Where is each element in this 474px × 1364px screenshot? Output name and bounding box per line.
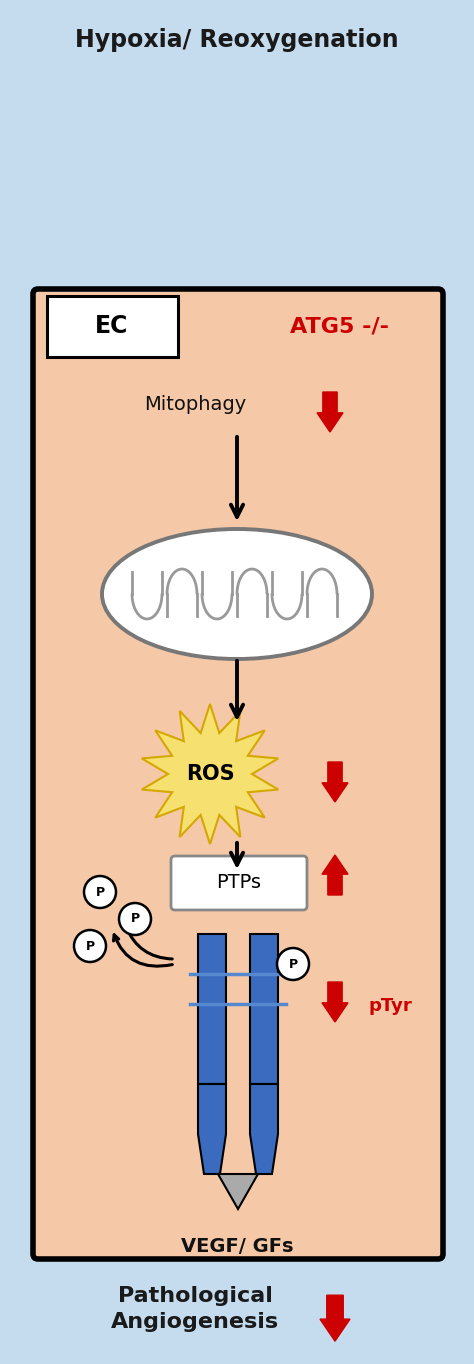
Bar <box>250 934 278 1084</box>
Polygon shape <box>198 1084 226 1174</box>
Text: ROS: ROS <box>186 764 234 784</box>
FancyBboxPatch shape <box>47 296 178 357</box>
Text: Mitophagy: Mitophagy <box>144 394 246 413</box>
Text: pTyr: pTyr <box>368 997 412 1015</box>
FancyArrow shape <box>320 1296 350 1341</box>
FancyBboxPatch shape <box>33 289 443 1259</box>
FancyArrow shape <box>322 855 348 895</box>
Circle shape <box>74 930 106 962</box>
Text: Angiogenesis: Angiogenesis <box>111 1312 279 1333</box>
FancyBboxPatch shape <box>171 857 307 910</box>
Text: P: P <box>130 913 139 926</box>
Polygon shape <box>142 704 278 844</box>
Text: EC: EC <box>95 314 128 338</box>
Circle shape <box>84 876 116 908</box>
Polygon shape <box>218 1174 258 1209</box>
Circle shape <box>277 948 309 979</box>
Text: Hypoxia/ Reoxygenation: Hypoxia/ Reoxygenation <box>75 29 399 52</box>
Text: P: P <box>95 885 105 899</box>
Text: Pathological: Pathological <box>118 1286 273 1305</box>
Text: P: P <box>289 958 298 971</box>
Text: ATG5 -/-: ATG5 -/- <box>291 316 390 336</box>
Ellipse shape <box>102 529 372 659</box>
FancyArrow shape <box>317 391 343 432</box>
Text: VEGF/ GFs: VEGF/ GFs <box>181 1237 293 1255</box>
FancyArrow shape <box>322 762 348 802</box>
Bar <box>198 934 226 1084</box>
Circle shape <box>119 903 151 934</box>
FancyArrow shape <box>322 982 348 1022</box>
Text: P: P <box>85 940 94 952</box>
Polygon shape <box>250 1084 278 1174</box>
Text: PTPs: PTPs <box>217 873 262 892</box>
